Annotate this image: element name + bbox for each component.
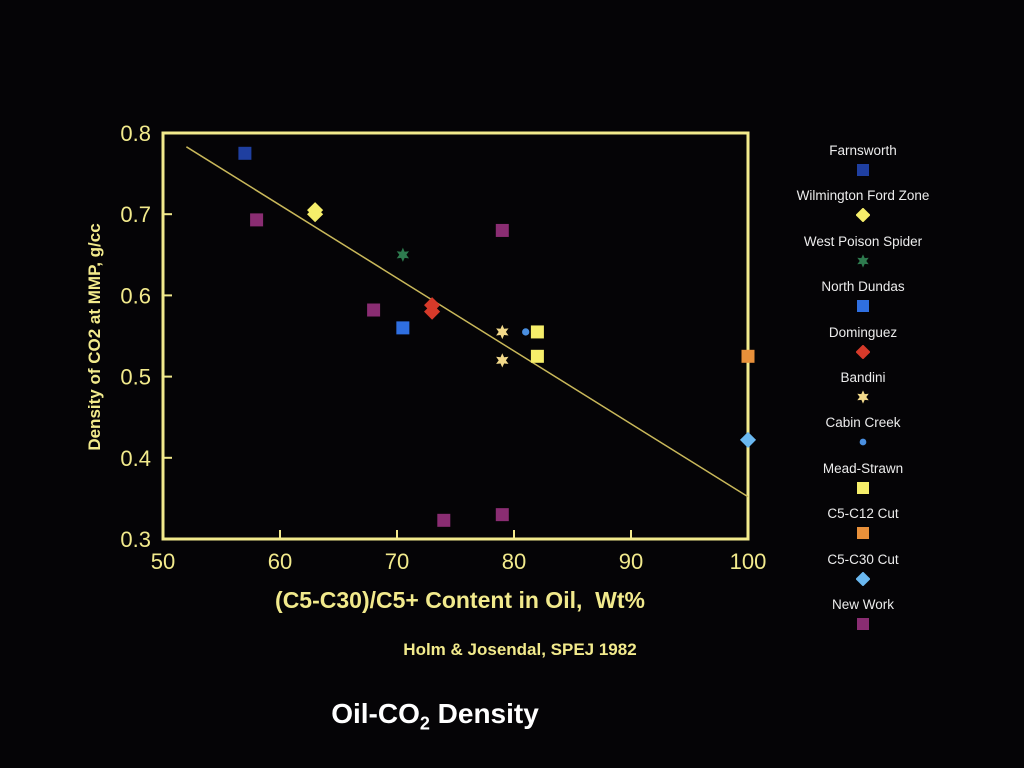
plot-frame [161,131,750,541]
legend-marker-new-work [857,617,869,630]
chart-legend: Farnsworth Wilmington Ford Zone West Poiso… [770,142,956,641]
y-tick-label: 0.4 [120,446,151,471]
point-wilmington-ford-zone [307,206,324,223]
y-tick-label: 0.8 [120,121,151,146]
legend-item-mead-strawn: Mead-Strawn [770,460,956,505]
point-new-work [495,223,509,237]
legend-label: West Poison Spider [803,233,923,249]
legend-marker-north-dundas [857,300,869,313]
legend-item-west-poison-spider: West Poison Spider [770,233,956,278]
point-c5-c30-cut [739,431,757,448]
point-dominguez [424,303,441,320]
legend-item-north-dundas: North Dundas [770,278,956,323]
legend-label: Mead-Strawn [822,460,904,476]
legend-label: New Work [831,596,894,612]
point-new-work [367,303,381,317]
x-tick-label: 90 [619,549,643,574]
point-mead-strawn [530,325,544,339]
slide-title-suffix: Density [429,698,539,729]
point-bandini [496,353,509,368]
trend-line [186,146,749,498]
legend-marker-cabin-creek [859,438,867,446]
y-tick-label: 0.5 [120,365,151,390]
data-points [238,146,757,527]
x-tick-label: 60 [268,549,292,574]
legend-label: C5-C12 Cut [827,506,899,522]
legend-marker-shape [857,164,869,176]
legend-item-c5-c30-cut: C5-C30 Cut [770,551,956,596]
legend-item-c5-c12-cut: C5-C12 Cut [770,505,956,550]
point-mead-strawn [530,349,544,363]
legend-marker-shape [856,571,870,586]
x-axis-label: (C5-C30)/C5+ Content in Oil, Wt% [275,587,645,613]
y-tick-label: 0.6 [120,283,151,308]
legend-item-new-work: New Work [770,596,956,641]
x-tick-label: 100 [730,549,767,574]
point-c5-c12-cut [741,349,755,363]
legend-marker-shape [856,208,870,223]
y-tick-label: 0.3 [120,527,151,552]
legend-label: North Dundas [821,279,905,295]
point-north-dundas [396,321,410,335]
y-axis-label: Density of CO2 at MMP, g/cc [85,223,104,450]
legend-label: C5-C30 Cut [827,551,899,567]
legend-marker-shape [857,300,869,313]
legend-marker-shape [856,344,870,359]
legend-item-cabin-creek: Cabin Creek [770,414,956,459]
point-new-work [437,513,451,527]
point-new-work [250,213,264,227]
legend-label: Dominguez [828,324,898,340]
legend-marker-shape [857,390,869,404]
point-new-work [495,508,509,522]
legend-item-dominguez: Dominguez [770,324,956,369]
legend-marker-shape [857,254,869,268]
slide-title: Oil-CO2 Density [0,698,870,735]
y-tick-label: 0.7 [120,202,151,227]
legend-item-bandini: Bandini [770,369,956,414]
x-tick-label: 80 [502,549,526,574]
legend-label: Cabin Creek [825,415,901,431]
legend-item-farnsworth: Farnsworth [770,142,956,187]
x-tick-label: 50 [151,549,175,574]
slide-title-prefix: Oil-CO [331,698,420,729]
point-cabin-creek [522,328,530,336]
legend-marker-wilmington-ford-zone [856,208,870,223]
legend-marker-farnsworth [857,164,869,176]
legend-marker-c5-c12-cut [857,527,869,540]
legend-label: Farnsworth [829,143,897,158]
slide-title-subscript: 2 [419,713,430,734]
axis-ticks: 50 60 70 80 90 100 0.3 0.4 0.5 0.6 0.7 0.8 [120,121,766,574]
legend-marker-c5-c30-cut [856,571,870,586]
legend-marker-shape [857,617,869,630]
legend-marker-shape [859,438,867,446]
x-tick-label: 70 [385,549,409,574]
legend-marker-shape [857,481,869,494]
legend-item-wilmington-ford-zone: Wilmington Ford Zone [770,187,956,232]
point-bandini [496,324,509,340]
legend-marker-mead-strawn [857,481,869,494]
legend-label: Wilmington Ford Zone [796,188,930,204]
source-citation: Holm & Josendal, SPEJ 1982 [403,640,636,659]
legend-marker-shape [857,527,869,540]
point-farnsworth [238,146,252,160]
point-west-poison-spider [396,247,409,262]
legend-marker-bandini [857,390,869,404]
legend-marker-dominguez [856,344,870,359]
legend-marker-west-poison-spider [857,254,869,268]
legend-label: Bandini [840,369,886,385]
